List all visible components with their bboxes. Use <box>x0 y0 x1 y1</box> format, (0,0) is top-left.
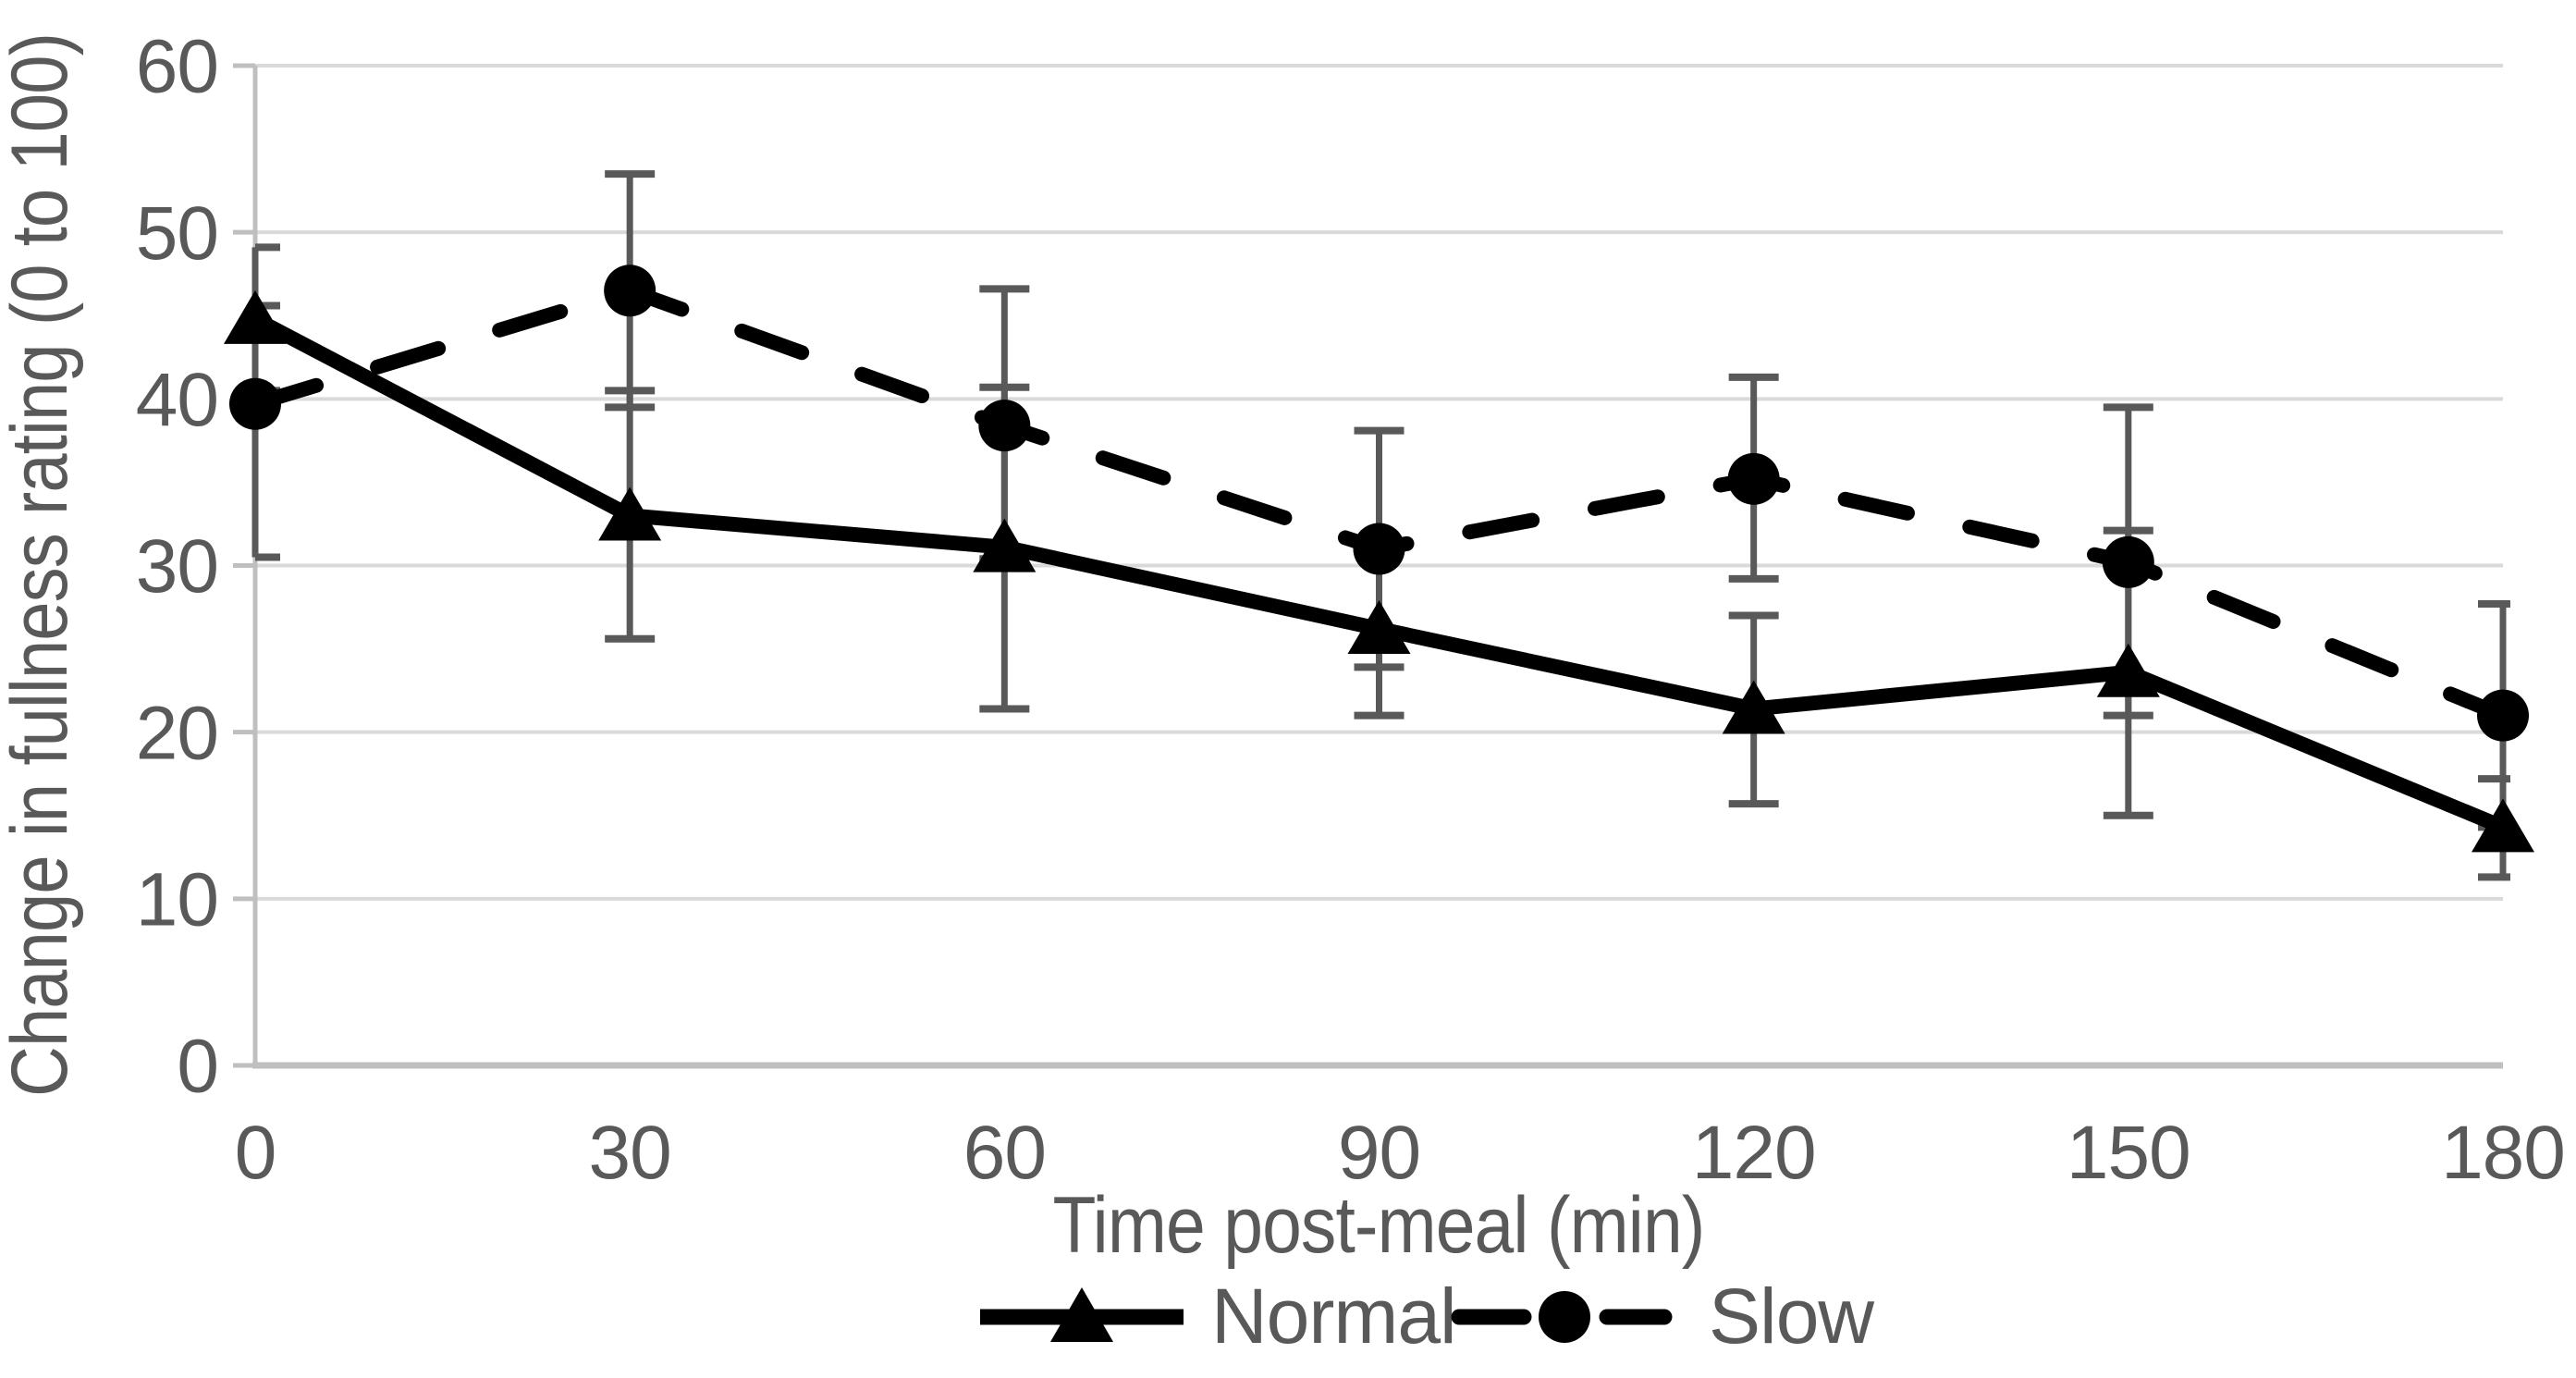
y-tick-label-60: 60 <box>136 25 218 109</box>
x-tick-label-30: 30 <box>589 1111 671 1195</box>
x-tick-label-120: 120 <box>1692 1111 1816 1195</box>
x-tick-label-90: 90 <box>1338 1111 1420 1195</box>
marker-triangle-normal-0 <box>224 289 287 344</box>
y-tick-label-0: 0 <box>177 1025 218 1109</box>
y-tick-label-50: 50 <box>136 191 218 276</box>
marker-circle-slow-0 <box>229 377 281 430</box>
x-tick-label-60: 60 <box>963 1111 1046 1195</box>
legend-slow-circle-icon <box>1539 1291 1590 1343</box>
legend-normal-label: Normal <box>1211 1273 1456 1360</box>
legend: Normal Slow <box>980 1273 1875 1360</box>
marker-triangle-normal-60 <box>973 518 1037 572</box>
marker-circle-slow-60 <box>978 400 1031 452</box>
legend-slow-label: Slow <box>1709 1273 1874 1360</box>
y-tick-label-40: 40 <box>136 358 218 442</box>
marker-circle-slow-30 <box>604 265 656 317</box>
marker-circle-slow-180 <box>2477 689 2529 742</box>
legend-item-normal: Normal <box>980 1273 1457 1360</box>
legend-item-slow: Slow <box>1451 1273 1875 1360</box>
y-axis-title: Change in fullness rating (0 to 100) <box>0 33 84 1097</box>
marker-triangle-normal-120 <box>1722 680 1785 734</box>
marker-triangle-normal-150 <box>2096 643 2160 697</box>
marker-circle-slow-90 <box>1353 523 1405 575</box>
y-tick-label-30: 30 <box>136 524 218 609</box>
marker-circle-slow-120 <box>1727 452 1780 505</box>
plot-area: 0 10 20 30 40 50 60 0 30 60 90 120 150 180 <box>136 25 2566 1195</box>
x-axis-title: Time post-meal (min) <box>1053 1181 1705 1270</box>
y-tick-label-20: 20 <box>136 691 218 775</box>
marker-triangle-normal-30 <box>598 486 662 541</box>
marker-triangle-normal-180 <box>2472 798 2534 853</box>
marker-circle-slow-150 <box>2102 535 2154 588</box>
x-tick-label-150: 150 <box>2067 1111 2190 1195</box>
marker-triangle-normal-90 <box>1347 599 1411 654</box>
legend-normal-triangle-icon <box>1050 1287 1113 1342</box>
x-tick-label-0: 0 <box>235 1111 276 1195</box>
y-tick-label-10: 10 <box>136 858 218 942</box>
x-tick-label-180: 180 <box>2441 1111 2565 1195</box>
